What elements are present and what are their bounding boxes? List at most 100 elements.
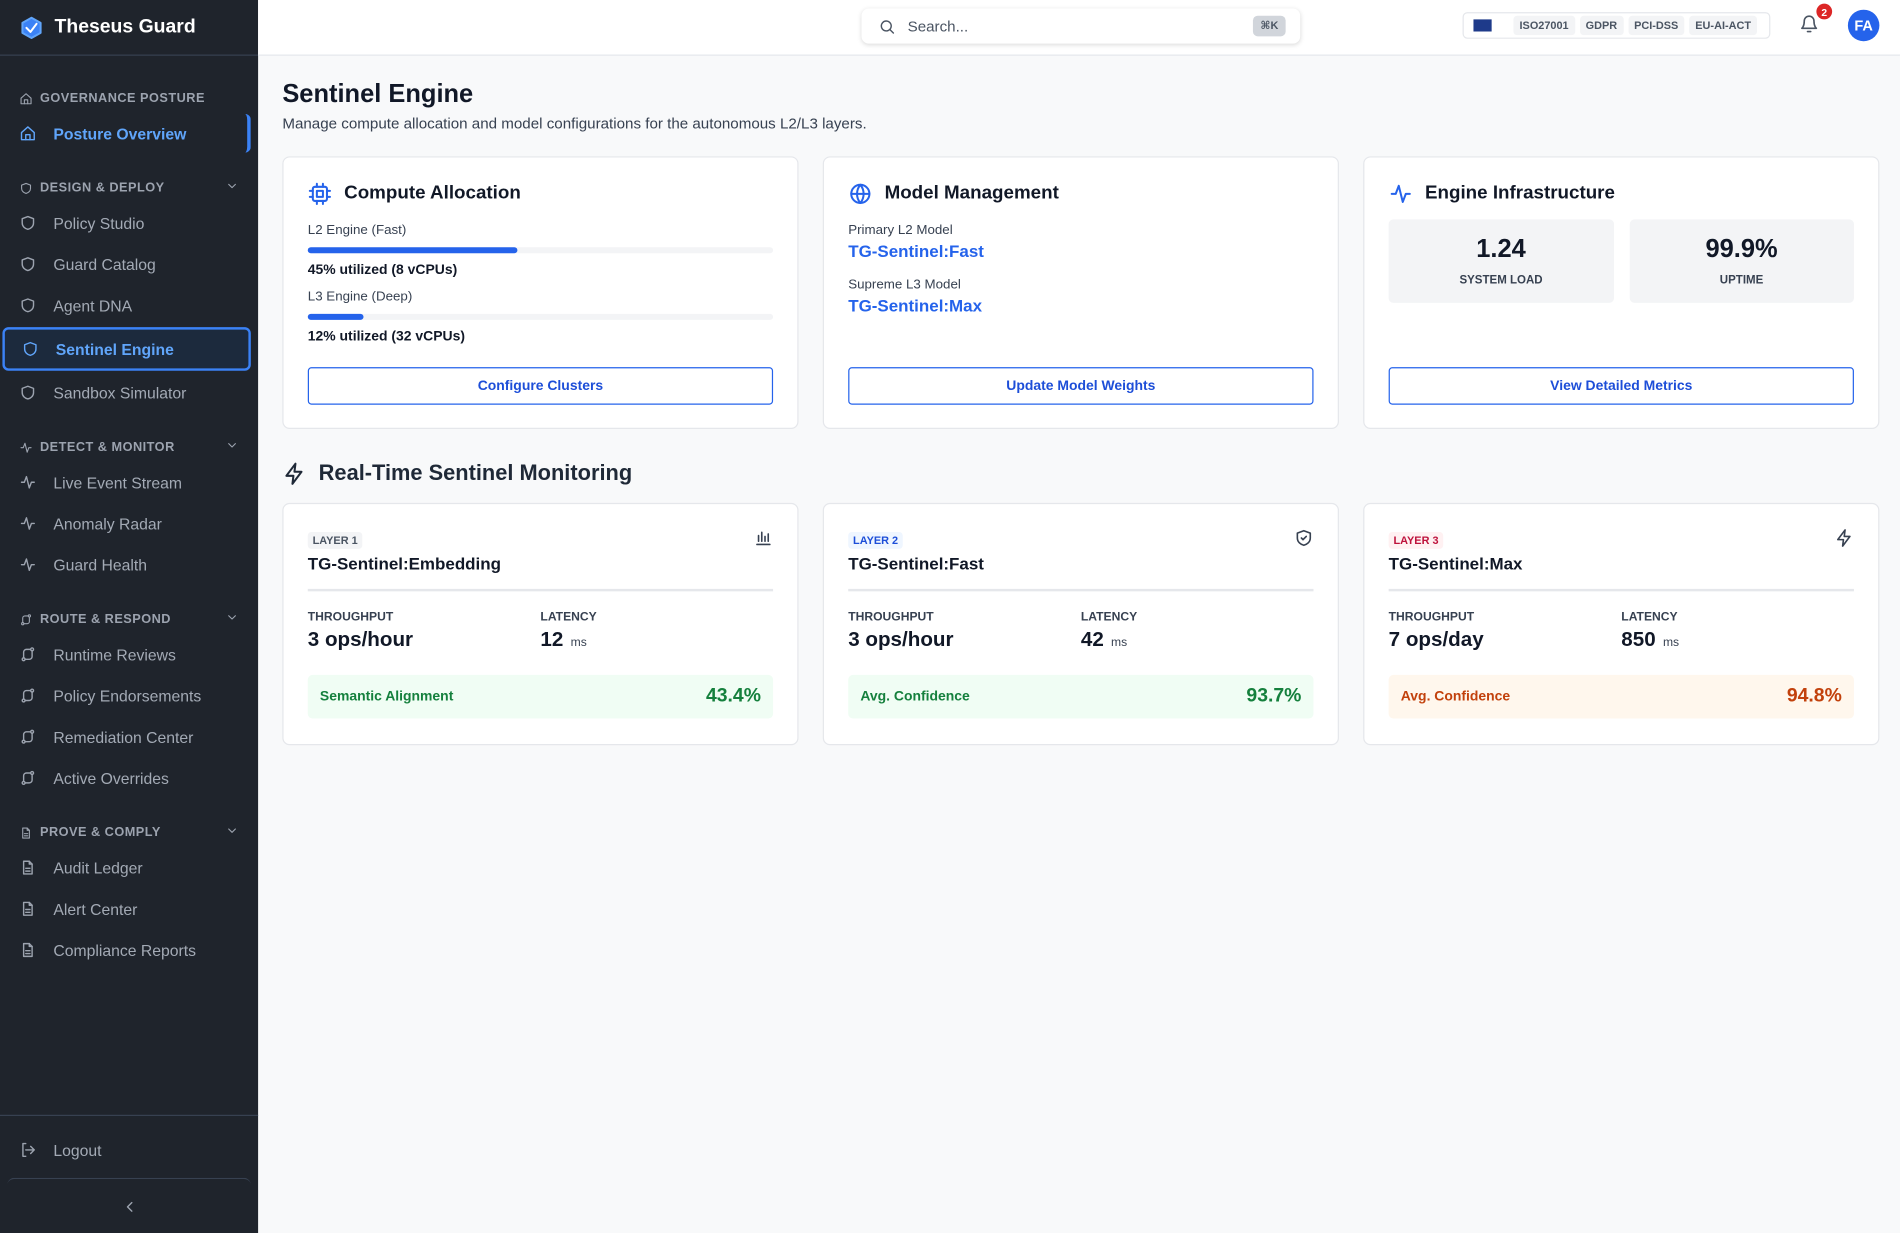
layer-stats: THROUGHPUT 3 ops/hour LATENCY 42 ms bbox=[848, 611, 1313, 652]
nav-section: DESIGN & DEPLOY bbox=[0, 174, 258, 201]
layer-model: TG-Sentinel:Fast bbox=[848, 554, 1314, 592]
page-title: Sentinel Engine bbox=[282, 79, 474, 108]
icon bbox=[756, 531, 771, 546]
stat-label: LATENCY bbox=[1621, 610, 1678, 625]
latency: LATENCY 850 ms bbox=[1621, 611, 1854, 652]
engine-name: L3 Engine (Deep) bbox=[307, 289, 413, 305]
icon bbox=[20, 442, 32, 453]
icon bbox=[21, 257, 35, 272]
shortcut: ⌘K bbox=[1253, 15, 1286, 37]
engine-utilization: 12% utilized (32 vCPUs) bbox=[307, 329, 465, 345]
stat-value: 7 ops/day bbox=[1388, 627, 1484, 651]
icon bbox=[21, 688, 35, 703]
card-header: Engine Infrastructure bbox=[1389, 182, 1854, 206]
button[interactable]: View Detailed Metrics bbox=[1388, 367, 1854, 405]
icon bbox=[228, 828, 236, 833]
layer-model: TG-Sentinel:Max bbox=[1388, 554, 1854, 592]
nav-item[interactable]: Anomaly Radar bbox=[2, 504, 250, 543]
notifications[interactable] bbox=[1799, 15, 1818, 40]
model-value[interactable]: TG-Sentinel:Fast bbox=[848, 241, 984, 261]
engine-name: L2 Engine (Fast) bbox=[307, 222, 407, 238]
nav-item[interactable]: Runtime Reviews bbox=[2, 635, 250, 674]
layer-tag: LAYER 1 bbox=[307, 531, 363, 549]
nav-item[interactable]: Posture Overview bbox=[2, 113, 251, 153]
stat-label: THROUGHPUT bbox=[1388, 610, 1475, 625]
layer-card: LAYER 1 TG-Sentinel:Embedding THROUGHPUT 3 … bbox=[282, 502, 799, 746]
nav-item[interactable]: Remediation Center bbox=[2, 717, 250, 756]
avatar[interactable]: FA bbox=[1847, 9, 1880, 42]
throughput: THROUGHPUT 3 ops/hour bbox=[848, 611, 1081, 652]
section-title: Real-Time Sentinel Monitoring bbox=[318, 460, 633, 485]
nav-item[interactable]: Guard Health bbox=[2, 545, 250, 584]
button[interactable]: Update Model Weights bbox=[848, 367, 1314, 405]
nav-item[interactable]: Sandbox Simulator bbox=[2, 373, 250, 412]
logout[interactable]: Logout bbox=[2, 1131, 250, 1170]
stat: 99.9% UPTIME bbox=[1629, 219, 1854, 303]
nav-item[interactable]: Audit Ledger bbox=[2, 848, 250, 887]
layer-model: TG-Sentinel:Embedding bbox=[307, 554, 774, 592]
nav-label: Guard Health bbox=[53, 555, 148, 574]
collapse[interactable] bbox=[7, 1177, 251, 1233]
nav-item[interactable]: Policy Endorsements bbox=[2, 676, 250, 715]
card: Engine Infrastructure 1.24 SYSTEM LOAD 99.9… bbox=[1363, 156, 1880, 429]
icon bbox=[850, 183, 871, 204]
chevron[interactable] bbox=[225, 439, 238, 456]
nav-label: Alert Center bbox=[53, 899, 138, 918]
icon bbox=[22, 942, 33, 958]
compliance-badges: ISO27001 GDPR PCI-DSS EU-AI-ACT bbox=[1462, 12, 1771, 39]
button[interactable]: Configure Clusters bbox=[307, 367, 774, 405]
cards-row: LAYER 1 TG-Sentinel:Embedding THROUGHPUT 3 … bbox=[282, 502, 1880, 746]
nav-item[interactable]: Guard Catalog bbox=[2, 245, 250, 284]
page-subtitle: Manage compute allocation and model conf… bbox=[282, 115, 867, 133]
nav-item[interactable]: Compliance Reports bbox=[2, 931, 250, 970]
section-title: GOVERNANCE POSTURE bbox=[39, 90, 205, 106]
chevron[interactable] bbox=[225, 611, 238, 628]
stat-value: 3 ops/hour bbox=[307, 627, 414, 651]
nav-label: Audit Ledger bbox=[53, 858, 143, 877]
nav-label: Policy Endorsements bbox=[53, 686, 202, 705]
nav-item[interactable]: Active Overrides bbox=[2, 759, 250, 798]
search[interactable]: Search... ⌘K bbox=[861, 8, 1301, 44]
icon bbox=[1296, 529, 1312, 547]
nav-item[interactable]: Sentinel Engine bbox=[2, 327, 251, 371]
chevron[interactable] bbox=[225, 179, 238, 196]
throughput: THROUGHPUT 3 ops/hour bbox=[308, 611, 541, 652]
icon bbox=[1390, 184, 1411, 203]
icon bbox=[20, 92, 32, 104]
nav-item[interactable]: Live Event Stream bbox=[2, 463, 250, 502]
layer-tag: LAYER 2 bbox=[848, 531, 903, 549]
nav-item[interactable]: Alert Center bbox=[2, 889, 250, 928]
icon bbox=[21, 182, 32, 194]
nav-label: Guard Catalog bbox=[53, 255, 156, 274]
chevron[interactable] bbox=[225, 824, 238, 841]
nav-label: Runtime Reviews bbox=[53, 645, 176, 664]
stat: 1.24 SYSTEM LOAD bbox=[1388, 219, 1614, 303]
badge: EU-AI-ACT bbox=[1689, 15, 1758, 36]
progress bbox=[307, 313, 774, 320]
icon bbox=[228, 183, 236, 189]
icon bbox=[21, 613, 32, 625]
sidebar: Theseus Guard GOVERNANCE POSTURE Posture O… bbox=[0, 0, 259, 1233]
layer-stats: THROUGHPUT 3 ops/hour LATENCY 12 ms bbox=[308, 611, 773, 652]
icon bbox=[1836, 529, 1851, 547]
icon bbox=[23, 341, 37, 357]
latency-unit: ms bbox=[1111, 636, 1128, 650]
metric-value: 43.4% bbox=[705, 685, 761, 707]
nav-item[interactable]: Policy Studio bbox=[2, 204, 250, 243]
icon bbox=[285, 462, 303, 485]
icon bbox=[22, 860, 33, 875]
search-placeholder: Search... bbox=[907, 17, 969, 35]
icon bbox=[126, 1201, 132, 1212]
icon bbox=[308, 182, 332, 205]
topbar: Search... ⌘K ISO27001 GDPR PCI-DSS EU-AI-ACT 2… bbox=[258, 0, 1900, 56]
nav-label: Live Event Stream bbox=[53, 473, 183, 492]
logout-wrap: Logout bbox=[0, 1114, 259, 1171]
nav-label: Compliance Reports bbox=[53, 940, 197, 960]
nav-item[interactable]: Agent DNA bbox=[2, 286, 250, 325]
badge: ISO27001 bbox=[1513, 15, 1575, 36]
badge: GDPR bbox=[1579, 15, 1624, 36]
metric-name: Semantic Alignment bbox=[319, 689, 454, 705]
model-value[interactable]: TG-Sentinel:Max bbox=[848, 295, 983, 316]
main: Search... ⌘K ISO27001 GDPR PCI-DSS EU-AI-ACT 2… bbox=[258, 0, 1900, 1233]
icon bbox=[20, 475, 35, 489]
